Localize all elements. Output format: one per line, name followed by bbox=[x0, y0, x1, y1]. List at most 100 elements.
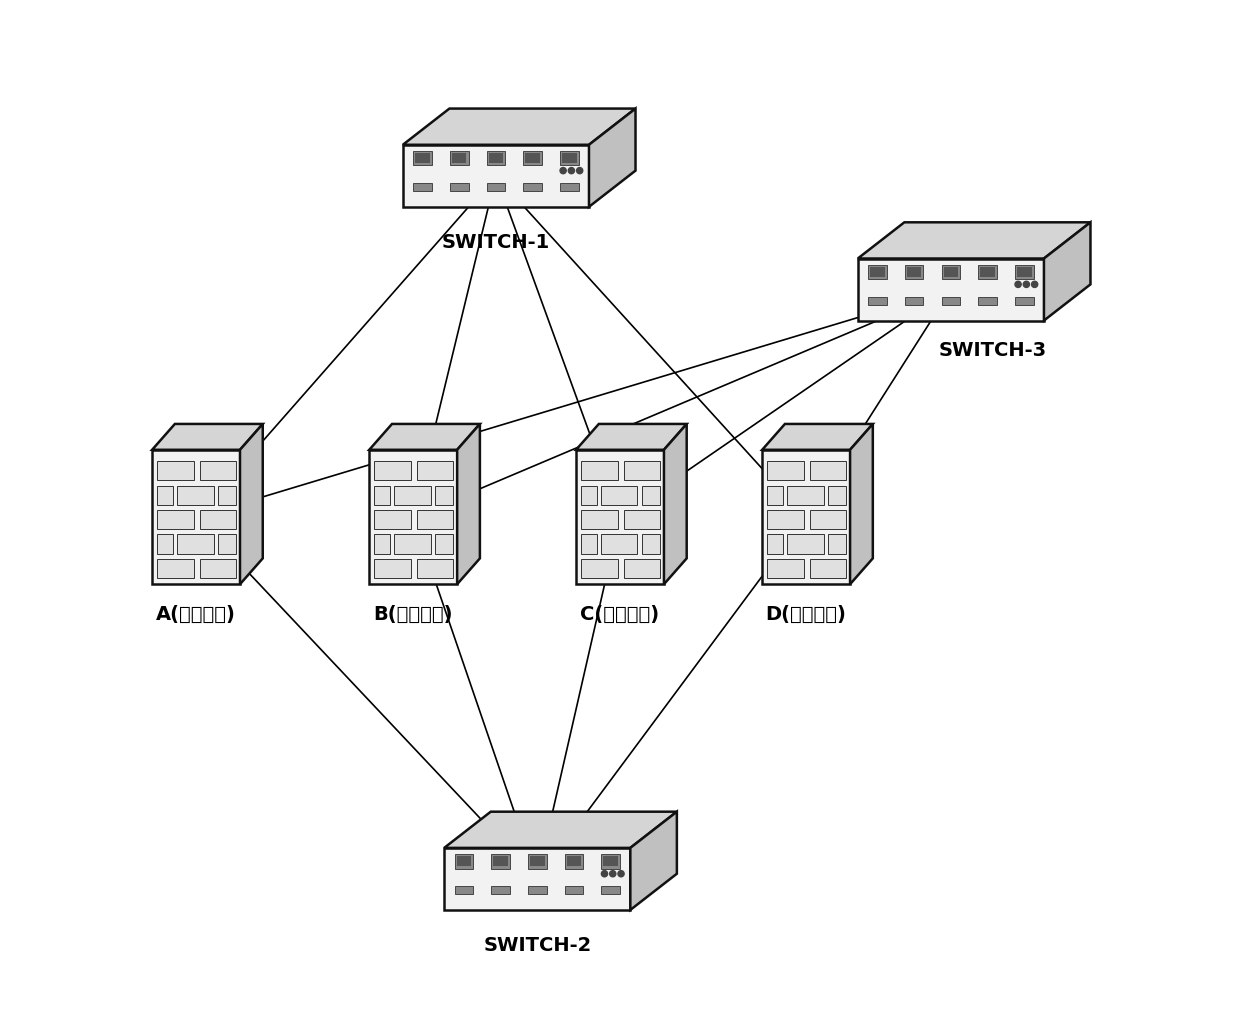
Bar bbox=[455, 854, 474, 869]
Bar bbox=[582, 510, 618, 529]
Bar bbox=[941, 297, 960, 305]
Bar bbox=[828, 486, 846, 505]
Bar bbox=[567, 856, 582, 866]
Bar bbox=[810, 510, 846, 529]
Bar bbox=[768, 510, 804, 529]
Circle shape bbox=[577, 168, 583, 174]
Bar bbox=[450, 183, 469, 191]
Bar bbox=[978, 297, 997, 305]
Bar bbox=[582, 486, 596, 505]
Bar bbox=[787, 535, 823, 553]
Bar bbox=[374, 558, 412, 578]
Bar bbox=[906, 267, 921, 277]
Circle shape bbox=[610, 871, 616, 877]
Bar bbox=[455, 886, 474, 894]
Bar bbox=[905, 265, 924, 279]
Bar bbox=[582, 535, 596, 553]
Bar bbox=[768, 558, 804, 578]
Polygon shape bbox=[444, 848, 630, 910]
Bar bbox=[601, 886, 620, 894]
Bar bbox=[624, 461, 660, 481]
Bar bbox=[810, 461, 846, 481]
Bar bbox=[870, 267, 884, 277]
Bar bbox=[486, 183, 505, 191]
Bar bbox=[528, 854, 547, 869]
Text: SWITCH-1: SWITCH-1 bbox=[441, 233, 551, 251]
Bar bbox=[601, 854, 620, 869]
Bar bbox=[177, 535, 213, 553]
Bar bbox=[374, 535, 389, 553]
Bar bbox=[604, 856, 618, 866]
Polygon shape bbox=[370, 424, 480, 450]
Polygon shape bbox=[630, 812, 677, 910]
Bar bbox=[218, 535, 236, 553]
Bar bbox=[787, 486, 823, 505]
Bar bbox=[200, 558, 236, 578]
Bar bbox=[564, 854, 583, 869]
Polygon shape bbox=[241, 424, 263, 584]
Bar bbox=[523, 183, 542, 191]
Bar bbox=[768, 461, 804, 481]
Bar bbox=[157, 535, 172, 553]
Circle shape bbox=[601, 871, 608, 877]
Bar bbox=[944, 267, 959, 277]
Bar bbox=[418, 558, 453, 578]
Bar bbox=[177, 486, 213, 505]
Bar bbox=[1017, 267, 1032, 277]
Bar bbox=[560, 183, 579, 191]
Polygon shape bbox=[403, 145, 589, 207]
Bar bbox=[157, 486, 172, 505]
Bar bbox=[528, 886, 547, 894]
Bar bbox=[413, 183, 432, 191]
Polygon shape bbox=[403, 109, 636, 145]
Bar bbox=[435, 486, 453, 505]
Polygon shape bbox=[444, 812, 677, 848]
Text: SWITCH-2: SWITCH-2 bbox=[484, 936, 591, 954]
Circle shape bbox=[568, 168, 574, 174]
Bar bbox=[218, 486, 236, 505]
Bar bbox=[564, 886, 583, 894]
Bar bbox=[418, 461, 453, 481]
Bar bbox=[486, 151, 505, 165]
Bar bbox=[768, 486, 782, 505]
Bar bbox=[523, 151, 542, 165]
Bar bbox=[600, 535, 637, 553]
Text: B(主防火墙): B(主防火墙) bbox=[373, 605, 453, 624]
Bar bbox=[768, 535, 782, 553]
Bar bbox=[1016, 265, 1034, 279]
Bar bbox=[200, 461, 236, 481]
Bar bbox=[582, 558, 618, 578]
Bar bbox=[451, 153, 466, 163]
Bar bbox=[435, 535, 453, 553]
Circle shape bbox=[560, 168, 567, 174]
Polygon shape bbox=[858, 258, 1044, 321]
Bar bbox=[905, 297, 924, 305]
Bar bbox=[491, 854, 510, 869]
Circle shape bbox=[1032, 281, 1038, 287]
Bar bbox=[374, 486, 389, 505]
Bar bbox=[560, 151, 579, 165]
Bar bbox=[529, 856, 544, 866]
Polygon shape bbox=[1044, 222, 1090, 321]
Bar bbox=[641, 486, 660, 505]
Bar bbox=[562, 153, 577, 163]
Bar bbox=[374, 461, 412, 481]
Bar bbox=[374, 510, 412, 529]
Bar bbox=[868, 265, 887, 279]
Bar bbox=[941, 265, 960, 279]
Circle shape bbox=[618, 871, 624, 877]
Polygon shape bbox=[458, 424, 480, 584]
Text: A(主防火墙): A(主防火墙) bbox=[156, 605, 236, 624]
Bar bbox=[494, 856, 508, 866]
Polygon shape bbox=[577, 450, 663, 584]
Polygon shape bbox=[370, 450, 458, 584]
Bar bbox=[418, 510, 453, 529]
Bar bbox=[456, 856, 471, 866]
Bar bbox=[413, 151, 432, 165]
Polygon shape bbox=[153, 424, 263, 450]
Polygon shape bbox=[851, 424, 873, 584]
Text: D(主防火墙): D(主防火墙) bbox=[765, 605, 847, 624]
Bar bbox=[981, 267, 994, 277]
Bar bbox=[157, 510, 193, 529]
Polygon shape bbox=[663, 424, 687, 584]
